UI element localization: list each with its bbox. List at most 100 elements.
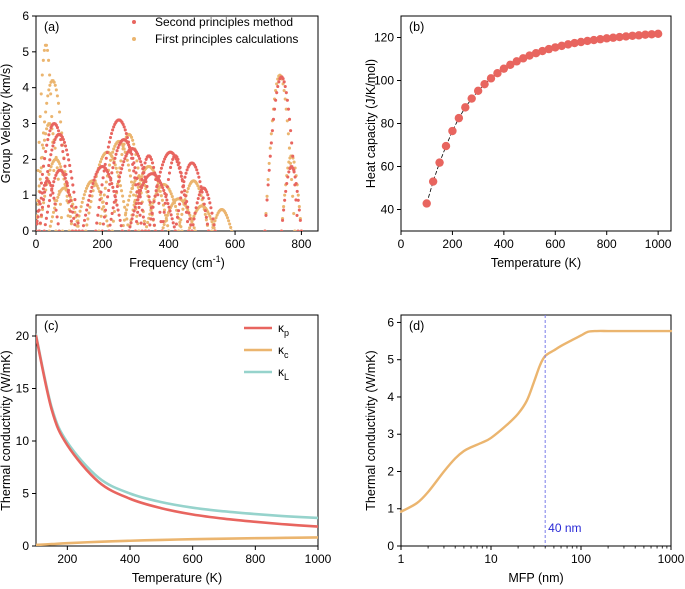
data-point [48,83,52,87]
data-point [104,180,108,184]
data-point [129,221,133,225]
data-point [163,201,167,205]
x-axis-label: Temperature (K) [132,571,222,585]
data-point [36,219,39,223]
data-point [59,165,63,169]
data-point [112,200,116,204]
data-point [50,188,54,192]
data-point [51,210,56,214]
data-point [275,91,279,95]
data-point [115,149,119,153]
data-point [473,86,483,96]
data-point [60,229,65,231]
data-point [44,43,49,47]
data-point [134,171,138,175]
data-point [148,200,152,204]
data-point [194,206,198,210]
data-point [77,229,81,231]
data-point [281,77,285,81]
data-point [287,160,291,164]
data-point [168,209,172,213]
x-axis-label-main: Frequency (cm [129,256,212,270]
data-point [166,177,170,182]
data-point [207,212,211,216]
data-point [132,161,136,165]
data-point [647,30,656,39]
data-point [187,229,191,231]
data-point [188,217,192,221]
data-point [43,120,47,124]
x-tick-label: 400 [159,237,179,251]
data-point [161,226,165,230]
data-point [180,190,184,194]
data-point [37,184,41,188]
data-point [161,220,165,224]
y-tick-label: 120 [374,31,394,45]
data-point [210,211,214,215]
data-point [47,88,51,92]
data-point [105,150,109,154]
data-point [152,223,156,227]
data-point [138,213,142,217]
data-point [197,193,201,197]
data-point [71,210,75,214]
data-point [63,176,67,180]
data-point [265,194,269,198]
data-point [287,117,292,121]
data-point [111,206,115,210]
data-point [159,166,163,170]
data-point [138,157,142,161]
data-point [182,180,186,184]
data-point [151,217,155,221]
data-point [176,157,180,161]
data-point [294,182,298,186]
data-point [102,193,106,197]
data-point [68,215,72,219]
data-point [156,193,160,197]
data-point [150,211,154,215]
data-point [98,160,103,164]
data-point [129,180,134,184]
data-point [139,221,143,225]
data-point [64,180,68,184]
data-point [206,229,211,231]
data-point [290,177,294,182]
data-point [283,84,287,89]
data-point [67,193,72,197]
data-point [576,37,586,47]
data-point [53,176,57,180]
y-tick-label: 60 [381,160,395,174]
data-point [178,223,182,227]
data-point [121,122,125,126]
data-point [38,115,42,119]
data-point [128,194,132,198]
data-point [213,229,217,231]
data-point [95,221,99,225]
data-point [159,181,163,185]
legend-subscript: c [284,350,289,360]
data-point [54,88,58,92]
data-point [161,186,165,190]
data-point [120,167,124,171]
data-point [43,223,47,227]
data-point [39,213,43,217]
x-axis-label: MFP (nm) [508,571,563,585]
data-point [81,196,85,200]
data-point [46,204,51,208]
data-point [36,229,38,231]
data-point [192,217,196,221]
data-point [41,187,45,191]
data-point [127,168,131,172]
data-point [120,229,124,231]
data-point [107,229,111,231]
data-point [74,229,78,231]
data-point [435,158,444,167]
legend-marker [132,20,136,24]
data-point [119,159,123,163]
data-point [53,83,57,87]
data-point [209,206,213,210]
data-point [296,198,300,202]
data-point [100,207,104,211]
data-point [499,64,509,73]
data-point [122,218,126,222]
